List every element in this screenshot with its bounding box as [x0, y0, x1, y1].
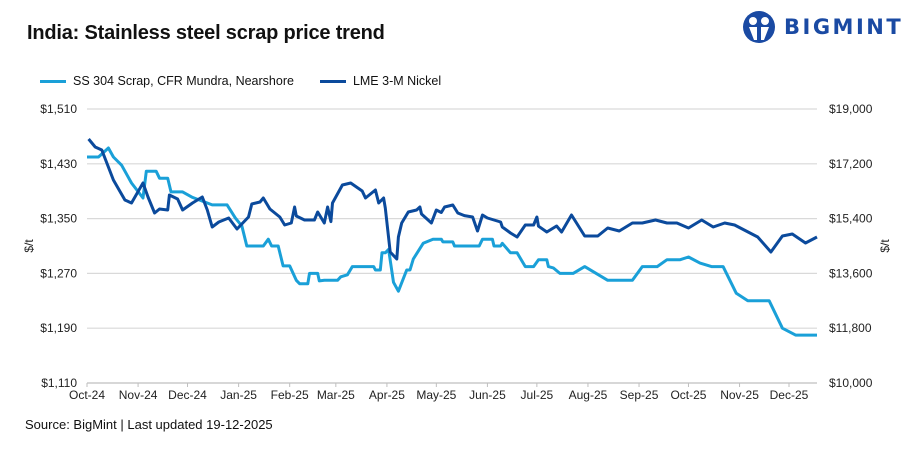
y-tick-label-right: $13,600	[829, 266, 873, 280]
y-axis-label-left: $/t	[22, 239, 36, 253]
legend-item-ss304: SS 304 Scrap, CFR Mundra, Nearshore	[40, 74, 294, 88]
x-tick-label: Aug-25	[569, 388, 608, 402]
legend-swatch-ss304	[40, 79, 66, 83]
bigmint-logo-icon	[743, 11, 775, 43]
x-tick-label: Dec-25	[770, 388, 809, 402]
series-line-ss304	[87, 146, 817, 337]
y-tick-label-left: $1,110	[41, 376, 77, 390]
legend-label-ss304: SS 304 Scrap, CFR Mundra, Nearshore	[73, 74, 294, 88]
x-tick-label: Mar-25	[317, 388, 355, 402]
x-tick-label: Oct-25	[670, 388, 706, 402]
y-tick-label-right: $11,800	[829, 321, 872, 335]
x-tick-label: Jul-25	[521, 388, 554, 402]
x-tick-label: Jun-25	[469, 388, 506, 402]
legend-item-nickel: LME 3-M Nickel	[319, 74, 442, 88]
chart-title: India: Stainless steel scrap price trend	[27, 22, 385, 44]
x-tick-label: Nov-24	[119, 388, 158, 402]
y-tick-label-left: $1,430	[40, 157, 77, 171]
y-tick-label-right: $17,200	[829, 157, 873, 171]
y-tick-label-left: $1,190	[40, 321, 77, 335]
y-tick-label-right: $19,000	[829, 102, 873, 116]
chart-legend: SS 304 Scrap, CFR Mundra, Nearshore LME …	[40, 74, 441, 88]
legend-label-nickel: LME 3-M Nickel	[352, 74, 442, 88]
x-tick-label: Sep-25	[620, 388, 659, 402]
x-tick-label: Oct-24	[69, 388, 105, 402]
series-line-nickel	[87, 138, 818, 261]
x-tick-label: Apr-25	[369, 388, 405, 402]
logo-text: BIGMINT	[784, 15, 904, 39]
x-tick-label: Nov-25	[720, 388, 759, 402]
x-tick-label: Jan-25	[220, 388, 257, 402]
source-note: Source: BigMint | Last updated 19-12-202…	[25, 417, 273, 432]
y-tick-label-left: $1,350	[40, 212, 77, 226]
x-tick-label: May-25	[416, 388, 456, 402]
y-tick-label-left: $1,510	[40, 102, 77, 116]
legend-swatch-nickel	[319, 79, 346, 83]
y-tick-label-left: $1,270	[40, 266, 77, 280]
bigmint-logo: BIGMINT	[742, 10, 903, 44]
y-axis-label-right: $/t	[878, 239, 892, 253]
y-tick-label-right: $15,400	[829, 212, 873, 226]
y-tick-label-right: $10,000	[829, 376, 873, 390]
x-tick-label: Dec-24	[168, 388, 207, 402]
x-tick-label: Feb-25	[271, 388, 309, 402]
